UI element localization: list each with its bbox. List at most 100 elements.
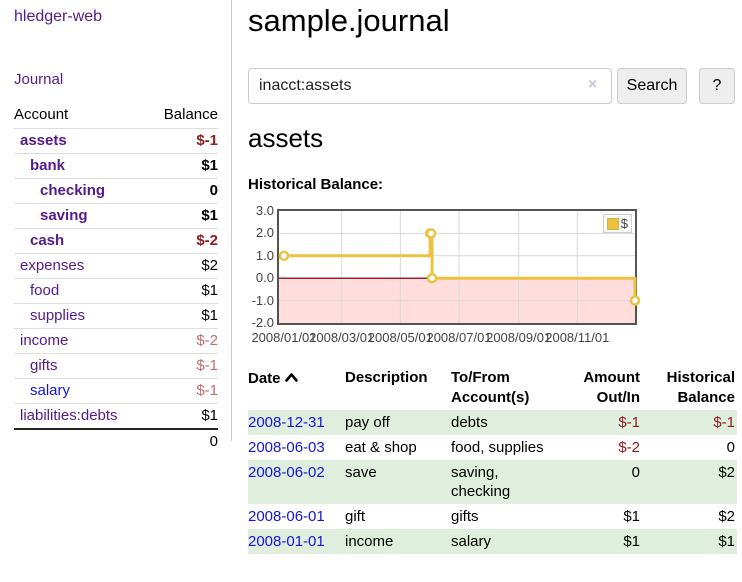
y-axis-tick-label: -2.0 xyxy=(251,315,274,330)
register-header-date-label: Date xyxy=(248,370,281,387)
account-link-food[interactable]: food xyxy=(30,282,60,299)
y-axis-tick-label: 2.0 xyxy=(255,225,274,241)
register-header-amount: Amount Out/In xyxy=(583,369,640,406)
y-axis-tick-label: 3.0 xyxy=(255,203,274,218)
account-row: salary $-1 xyxy=(14,378,218,404)
account-balance: $1 xyxy=(147,303,218,329)
account-link-supplies[interactable]: supplies xyxy=(30,307,86,324)
account-link-expenses[interactable]: expenses xyxy=(20,257,85,274)
register-header-accounts: To/From Account(s) xyxy=(451,369,530,406)
transaction-description: eat & shop xyxy=(345,439,417,456)
transaction-accounts: salary xyxy=(451,529,561,554)
account-link-cash[interactable]: cash xyxy=(30,232,65,249)
account-balance: $1 xyxy=(147,153,218,179)
transaction-accounts: debts xyxy=(451,410,561,435)
account-balance: $1 xyxy=(147,403,218,430)
account-balance: $-2 xyxy=(147,228,218,254)
account-row: cash $-2 xyxy=(14,228,218,254)
x-axis-tick-label: 2008/03/01 xyxy=(309,330,375,345)
account-balance: $1 xyxy=(147,278,218,304)
total-balance: 0 xyxy=(147,428,218,454)
app-brand-link[interactable]: hledger-web xyxy=(14,8,103,25)
account-row: gifts $-1 xyxy=(14,353,218,379)
transaction-accounts: saving, checking xyxy=(451,460,561,504)
account-heading: assets xyxy=(248,123,324,153)
transaction-amount: 0 xyxy=(561,460,642,504)
account-link-checking[interactable]: checking xyxy=(40,182,106,199)
transaction-amount: $1 xyxy=(561,529,642,554)
transaction-accounts: gifts xyxy=(451,508,479,525)
transaction-date-link[interactable]: 2008-12-31 xyxy=(248,414,325,431)
account-link-liabilities-debts[interactable]: liabilities:debts xyxy=(20,407,118,424)
chart-plot-area[interactable]: $ xyxy=(277,209,641,325)
transaction-description: pay off xyxy=(345,410,451,435)
x-axis-tick-label: 2008/07/01 xyxy=(426,330,492,345)
x-axis-tick-label: 2008/09/01 xyxy=(486,330,552,345)
register-header-balance: Historical Balance xyxy=(666,369,735,406)
search-input[interactable] xyxy=(248,68,612,104)
account-row: saving $1 xyxy=(14,203,218,229)
transaction-description: income xyxy=(345,529,451,554)
main-content: sample.journal × Search ? assets Histori… xyxy=(248,0,740,554)
account-row: liabilities:debts $1 xyxy=(14,403,218,430)
search-button[interactable]: Search xyxy=(617,68,687,104)
help-button[interactable]: ? xyxy=(699,68,735,104)
account-link-income[interactable]: income xyxy=(20,332,69,349)
transaction-date-link[interactable]: 2008-06-02 xyxy=(248,464,325,481)
total-spacer xyxy=(14,428,148,454)
account-total-row: 0 xyxy=(14,428,218,454)
account-balance: $1 xyxy=(147,203,218,229)
y-axis-tick-label: -1.0 xyxy=(251,292,274,308)
transaction-balance: $2 xyxy=(642,460,737,504)
sort-ascending-icon xyxy=(284,368,298,388)
account-row: supplies $1 xyxy=(14,303,218,329)
account-row: bank $1 xyxy=(14,153,218,179)
account-row: expenses $2 xyxy=(14,253,218,279)
sidebar: hledger-web Journal Account Balance asse… xyxy=(0,0,232,454)
x-axis-tick-label: 2008/05/01 xyxy=(367,330,433,345)
y-axis-tick-label: 1.0 xyxy=(255,247,274,263)
transaction-date-link[interactable]: 2008-06-01 xyxy=(248,508,325,525)
legend-swatch-icon xyxy=(606,217,619,230)
account-balance: $-1 xyxy=(147,128,218,154)
transaction-amount: $1 xyxy=(623,508,640,525)
x-axis-tick-label: 2008/11/01 xyxy=(545,330,610,345)
account-link-gifts[interactable]: gifts xyxy=(30,357,58,374)
account-row: assets $-1 xyxy=(14,128,218,154)
legend-label: $ xyxy=(620,216,628,231)
account-balance: $-1 xyxy=(147,378,218,404)
account-balance: $2 xyxy=(147,253,218,279)
transaction-balance: $1 xyxy=(642,529,737,554)
register-table-body: 2008-12-31 pay off debts $-1 $-1 2008-06-03 ea… xyxy=(248,410,737,554)
sidebar-item-journal[interactable]: Journal xyxy=(14,71,64,88)
register-row: 2008-06-02 save saving, checking 0 $2 xyxy=(248,460,737,504)
clear-search-icon[interactable]: × xyxy=(588,76,598,93)
account-table-body: assets $-1 bank $1 checking 0 saving $1 cash $-2 e… xyxy=(14,128,218,430)
y-axis-tick-label: 0.0 xyxy=(255,270,274,286)
transaction-date-link[interactable]: 2008-01-01 xyxy=(248,533,325,550)
transaction-date-link[interactable]: 2008-06-03 xyxy=(248,439,325,456)
chart-section-label: Historical Balance: xyxy=(248,176,384,193)
register-row: 2008-01-01 income salary $1 $1 xyxy=(248,529,737,554)
account-link-bank[interactable]: bank xyxy=(30,157,66,174)
chart-canvas xyxy=(278,211,641,323)
transaction-description: save xyxy=(345,460,451,504)
account-balance-table: Account Balance assets $-1 bank $1 checking 0… xyxy=(14,102,218,454)
x-axis-tick-label: 2008/01/01 xyxy=(251,330,317,345)
search-form: × Search ? xyxy=(248,68,740,104)
transaction-balance: $-1 xyxy=(642,410,737,435)
register-row: 2008-06-01 gift gifts $1 $2 xyxy=(248,504,737,529)
register-header-date[interactable]: Date xyxy=(248,366,345,410)
account-balance: $-2 xyxy=(147,328,218,354)
account-link-saving[interactable]: saving xyxy=(40,207,88,224)
transaction-balance: 0 xyxy=(726,439,735,456)
register-row: 2008-12-31 pay off debts $-1 $-1 xyxy=(248,410,737,435)
account-link-salary[interactable]: salary xyxy=(30,382,71,399)
account-column-header: Account xyxy=(14,102,148,129)
historical-balance-chart: $ 3.0 2.0 1.0 0.0 -1.0 -2.0 2008/01/01 2008/03/… xyxy=(248,203,740,348)
register-table: Date Description To/From Account(s) Amou… xyxy=(248,366,737,554)
transaction-amount: $-2 xyxy=(618,439,640,456)
register-header-description: Description xyxy=(345,369,428,386)
account-link-assets[interactable]: assets xyxy=(20,132,67,149)
chart-legend: $ xyxy=(602,214,632,233)
